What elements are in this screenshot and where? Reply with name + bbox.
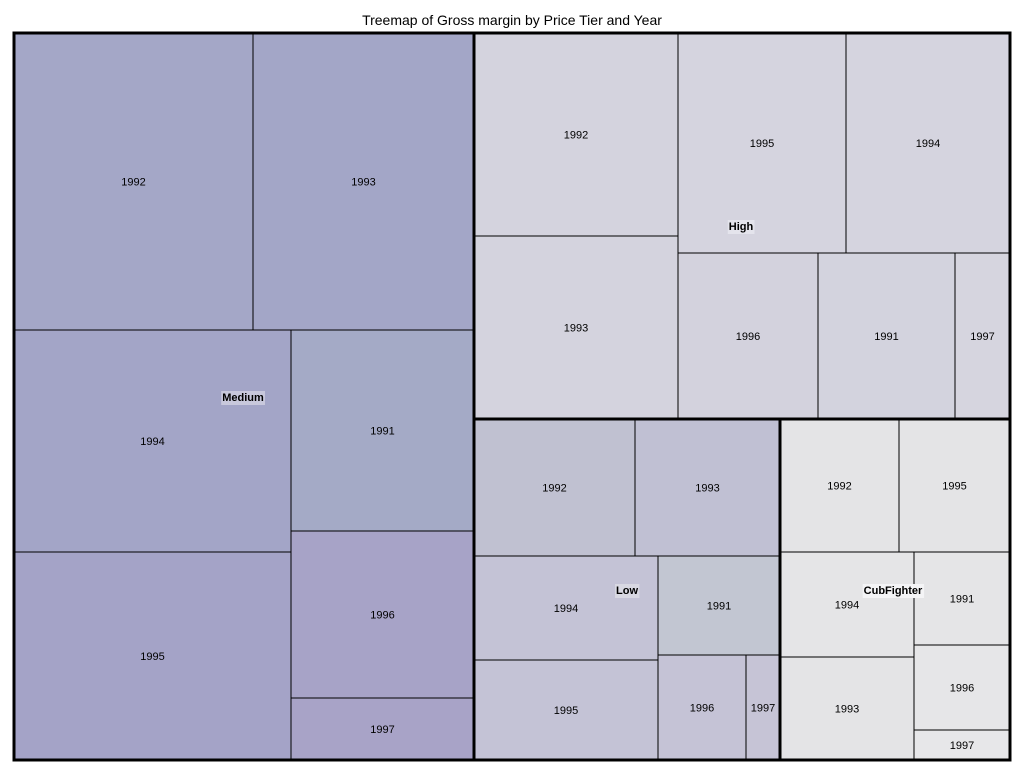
treemap-cell-cubfighter-1994[interactable] <box>779 551 915 658</box>
cell-label: 1992 <box>542 483 566 495</box>
cell-label: 1992 <box>121 177 145 189</box>
treemap-cell-low-1994[interactable] <box>473 555 659 661</box>
treemap-cell-low-1997[interactable] <box>745 654 781 761</box>
treemap-cell-cubfighter-1993[interactable] <box>779 656 915 761</box>
treemap-cell-high-1996[interactable] <box>677 252 819 420</box>
cell-label: 1992 <box>564 130 588 142</box>
treemap-cell-medium-1997[interactable] <box>290 697 475 761</box>
cell-label: 1995 <box>750 138 774 150</box>
cell-label: 1994 <box>140 436 164 448</box>
group-high: 1992 1993 1995 1994 1996 1991 1997 <box>473 32 1011 420</box>
cell-label: 1994 <box>835 600 859 612</box>
cell-label: 1991 <box>370 426 394 438</box>
group-label-background <box>221 391 265 405</box>
cell-label: 1991 <box>707 601 731 613</box>
treemap-cell-medium-1996[interactable] <box>290 530 475 699</box>
cell-label: 1995 <box>942 481 966 493</box>
cell-label: 1993 <box>835 704 859 716</box>
cell-label: 1997 <box>370 724 394 736</box>
group-border-cubfighter <box>778 417 1012 762</box>
treemap-cell-high-1997[interactable] <box>954 252 1011 420</box>
cell-label: 1991 <box>950 594 974 606</box>
treemap-cell-high-1995[interactable] <box>677 32 847 254</box>
treemap-cell-cubfighter-1997[interactable] <box>913 729 1011 761</box>
cell-label: 1994 <box>916 138 940 150</box>
group-medium: 1992 1993 1994 1991 1995 1996 1997 <box>13 32 475 761</box>
group-label-cubfighter: CubFighter <box>864 585 923 597</box>
cell-label: 1997 <box>970 331 994 343</box>
cell-label: 1996 <box>736 331 760 343</box>
treemap-cell-medium-1991[interactable] <box>290 329 475 532</box>
group-cubfighter: 1992 1995 1994 1991 1993 1996 1997 <box>779 418 1011 761</box>
treemap-cell-medium-1994[interactable] <box>13 329 292 553</box>
group-low: 1992 1993 1994 1991 1995 1996 1997 <box>473 418 781 761</box>
cell-label: 1997 <box>751 703 775 715</box>
cell-label: 1993 <box>695 483 719 495</box>
cell-label: 1996 <box>370 610 394 622</box>
cell-label: 1993 <box>351 177 375 189</box>
cell-label: 1995 <box>554 705 578 717</box>
treemap-cell-low-1995[interactable] <box>473 659 659 761</box>
treemap-cell-low-1993[interactable] <box>634 418 781 557</box>
cell-label: 1997 <box>950 740 974 752</box>
cell-label: 1991 <box>874 331 898 343</box>
group-label-high: High <box>729 221 754 233</box>
cell-label: 1993 <box>564 323 588 335</box>
treemap-cell-cubfighter-1996[interactable] <box>913 644 1011 731</box>
cell-label: 1992 <box>827 481 851 493</box>
group-label-background <box>862 584 925 598</box>
treemap-cell-high-1994[interactable] <box>845 32 1011 254</box>
group-label-background <box>615 584 640 598</box>
treemap-cell-cubfighter-1991[interactable] <box>913 551 1011 646</box>
cell-label: 1995 <box>140 651 164 663</box>
cell-label: 1996 <box>690 703 714 715</box>
group-label-background <box>727 220 755 234</box>
cell-label: 1996 <box>950 683 974 695</box>
cell-label: 1994 <box>554 603 578 615</box>
treemap-cell-low-1992[interactable] <box>473 418 636 557</box>
group-label-low: Low <box>616 585 638 597</box>
chart-title: Treemap of Gross margin by Price Tier an… <box>362 12 662 28</box>
group-label-medium: Medium <box>222 392 264 404</box>
treemap-cell-low-1991[interactable] <box>657 555 781 656</box>
treemap-cell-high-1991[interactable] <box>817 252 956 420</box>
treemap-cell-high-1993[interactable] <box>473 235 679 420</box>
